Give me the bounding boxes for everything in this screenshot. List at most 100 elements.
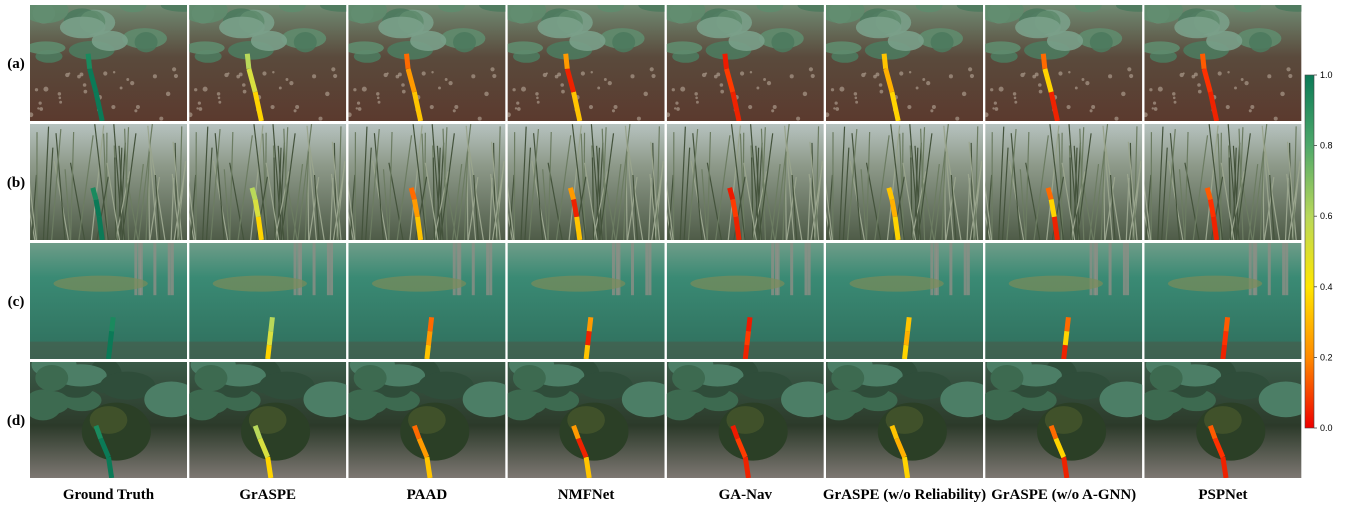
figure: (a)(b)(c)(d)Ground TruthGrASPEPAADNMFNet… [0, 0, 1345, 508]
trajectory-segment [1067, 317, 1069, 331]
leaf [822, 41, 862, 54]
trajectory-segment [736, 217, 739, 240]
pebble [716, 73, 720, 77]
pebble [43, 87, 48, 92]
trajectory-segment [427, 345, 429, 359]
image-cell [502, 352, 677, 478]
tree-trunk [1123, 243, 1126, 295]
trajectory-segment [427, 457, 430, 478]
tree-trunk [967, 243, 970, 295]
pebble [591, 71, 593, 73]
pebble [535, 92, 538, 95]
trajectory-segment [574, 199, 577, 216]
pebble [430, 105, 434, 109]
pebble [1014, 101, 1017, 104]
image-cell [189, 243, 346, 359]
trajectory-segment [1213, 217, 1216, 240]
trajectory-segment [247, 54, 249, 69]
pebble [1198, 90, 1202, 94]
colorbar-tick-label: 0.6 [1320, 211, 1333, 221]
pebble [387, 72, 389, 74]
image-cell [826, 243, 983, 359]
pebble [294, 109, 297, 112]
pebble [68, 72, 70, 74]
pebble [930, 109, 933, 112]
column-label: NMFNet [558, 487, 615, 503]
pebble [1068, 71, 1070, 73]
trajectory-segment [892, 199, 895, 216]
image-cell [183, 352, 358, 478]
image-cell [661, 352, 836, 478]
pebble [1280, 92, 1284, 96]
pebble [1173, 97, 1176, 100]
pebble [196, 107, 198, 109]
pebble [1075, 87, 1078, 90]
image-cell [20, 124, 187, 240]
foliage [195, 365, 228, 391]
pebble [994, 102, 997, 105]
leaf [344, 41, 384, 54]
pebble [517, 107, 521, 111]
leaf [504, 41, 544, 54]
pebble [242, 83, 246, 87]
leaf [931, 32, 954, 52]
pebble [839, 87, 844, 92]
tree-trunk [805, 243, 808, 295]
row-label: (d) [7, 413, 25, 429]
pebble [113, 71, 115, 73]
colorbar-tick-label: 0.2 [1320, 352, 1333, 362]
tree-trunk [330, 243, 333, 295]
foliage [349, 391, 388, 414]
pebble [515, 107, 517, 109]
pebble [949, 74, 953, 78]
colorbar [1305, 75, 1314, 428]
pebble [1090, 109, 1093, 112]
pebble [218, 97, 221, 100]
image-cell [985, 243, 1142, 359]
trajectory-segment [1048, 188, 1051, 200]
pebble [126, 78, 129, 81]
column-label: PAAD [407, 487, 448, 503]
tree-trunk [171, 243, 174, 295]
leaf [1090, 32, 1113, 52]
pebble [103, 71, 107, 75]
leaf [26, 41, 66, 54]
trajectory-segment [411, 188, 414, 200]
tree-trunk [808, 243, 811, 295]
pebble [1149, 88, 1152, 91]
foliage [354, 365, 387, 391]
trajectory-segment [747, 331, 749, 345]
pebble [651, 74, 655, 78]
tree-trunk [631, 243, 634, 295]
pebble [720, 83, 724, 87]
pebble [560, 83, 564, 87]
pebble [325, 92, 329, 96]
trajectory-segment [109, 457, 112, 478]
column-label: GrASPE (w/o A-GNN) [991, 487, 1136, 503]
pebble [1082, 78, 1085, 81]
pebble [188, 112, 193, 117]
shrub [213, 276, 307, 292]
pebble [650, 67, 654, 71]
pebble [37, 107, 39, 109]
pebble [1091, 105, 1095, 109]
pebble [1274, 117, 1278, 121]
tree-trunk [1268, 243, 1271, 295]
column-label: GrASPE (w/o Reliability) [823, 487, 986, 503]
pebble [748, 105, 752, 109]
trajectory-segment [1054, 217, 1057, 240]
image-cell [978, 0, 1160, 121]
trajectory-segment [258, 217, 261, 240]
shrub [372, 276, 466, 292]
shrub [690, 276, 784, 292]
pebble [854, 92, 857, 95]
pebble [120, 87, 123, 90]
leaf [185, 41, 225, 54]
pebble [614, 105, 618, 109]
pebble [855, 101, 858, 104]
trajectory-segment [414, 199, 417, 216]
pebble [356, 107, 358, 109]
trajectory-segment [269, 331, 271, 345]
leaf [1249, 32, 1272, 52]
pebble [203, 87, 208, 92]
